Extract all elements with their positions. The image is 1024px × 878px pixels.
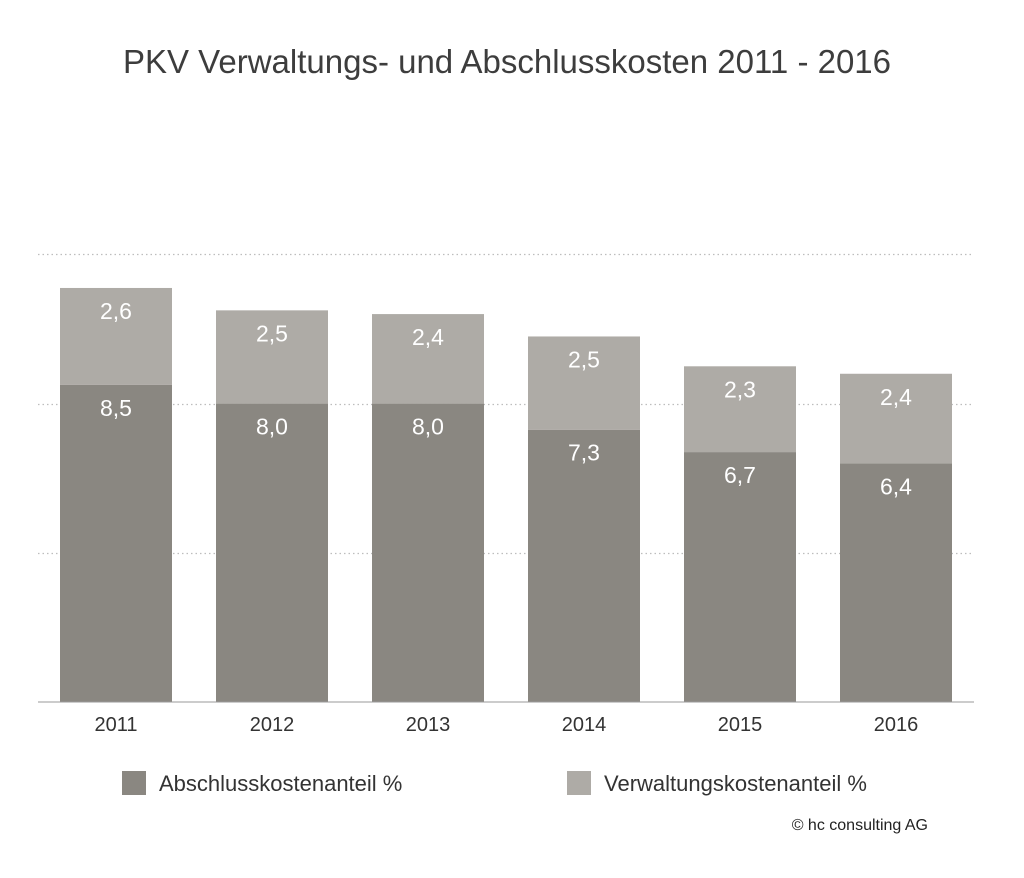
data-label: 6,4 bbox=[880, 473, 912, 499]
bar-verwaltungskosten-2014 bbox=[528, 336, 640, 430]
bar-abschlusskosten-2014 bbox=[528, 429, 640, 702]
data-label: 2,4 bbox=[880, 384, 912, 410]
data-label: 6,7 bbox=[724, 462, 756, 488]
copyright-note: © hc consulting AG bbox=[792, 817, 928, 834]
legend-label: Abschlusskostenanteil % bbox=[159, 771, 402, 796]
x-tick-label: 2015 bbox=[718, 714, 763, 736]
data-label: 2,5 bbox=[256, 320, 288, 346]
x-tick-label: 2014 bbox=[562, 714, 607, 736]
bar-abschlusskosten-2012 bbox=[216, 403, 328, 702]
bar-abschlusskosten-2013 bbox=[372, 403, 484, 702]
bars: 8,5 2,6 8,0 2,5 8,0 2,4 7,3 2,5 6,7 2,3 6,4 2,4 bbox=[60, 287, 952, 702]
x-tick-label: 2013 bbox=[406, 714, 451, 736]
bar-abschlusskosten-2016 bbox=[840, 463, 952, 702]
bar-abschlusskosten-2011 bbox=[60, 384, 172, 702]
bar-verwaltungskosten-2013 bbox=[372, 314, 484, 404]
x-tick-label: 2011 bbox=[94, 714, 137, 736]
gridlines bbox=[38, 253, 974, 555]
legend-swatch bbox=[122, 771, 146, 795]
chart-title: PKV Verwaltungs- und Abschlusskosten 201… bbox=[123, 43, 891, 80]
legend-label: Verwaltungskostenanteil % bbox=[604, 771, 867, 796]
data-label: 2,6 bbox=[100, 298, 132, 324]
data-label: 2,5 bbox=[568, 346, 600, 372]
data-label: 8,0 bbox=[256, 414, 288, 440]
bar-verwaltungskosten-2015 bbox=[684, 366, 796, 453]
x-tick-labels: 2011 2012 2013 2014 2015 2016 bbox=[94, 714, 918, 736]
data-label: 2,3 bbox=[724, 376, 756, 402]
x-tick-label: 2012 bbox=[250, 714, 295, 736]
data-label: 2,4 bbox=[412, 324, 444, 350]
data-label: 8,5 bbox=[100, 395, 132, 421]
bar-verwaltungskosten-2011 bbox=[60, 287, 172, 385]
bar-abschlusskosten-2015 bbox=[684, 452, 796, 702]
bar-verwaltungskosten-2016 bbox=[840, 373, 952, 464]
bar-verwaltungskosten-2012 bbox=[216, 310, 328, 404]
data-label: 8,0 bbox=[412, 414, 444, 440]
data-label: 7,3 bbox=[568, 440, 600, 466]
legend-swatch bbox=[567, 771, 591, 795]
legend: Abschlusskostenanteil % Verwaltungskosten… bbox=[122, 771, 867, 796]
x-tick-label: 2016 bbox=[874, 714, 919, 736]
